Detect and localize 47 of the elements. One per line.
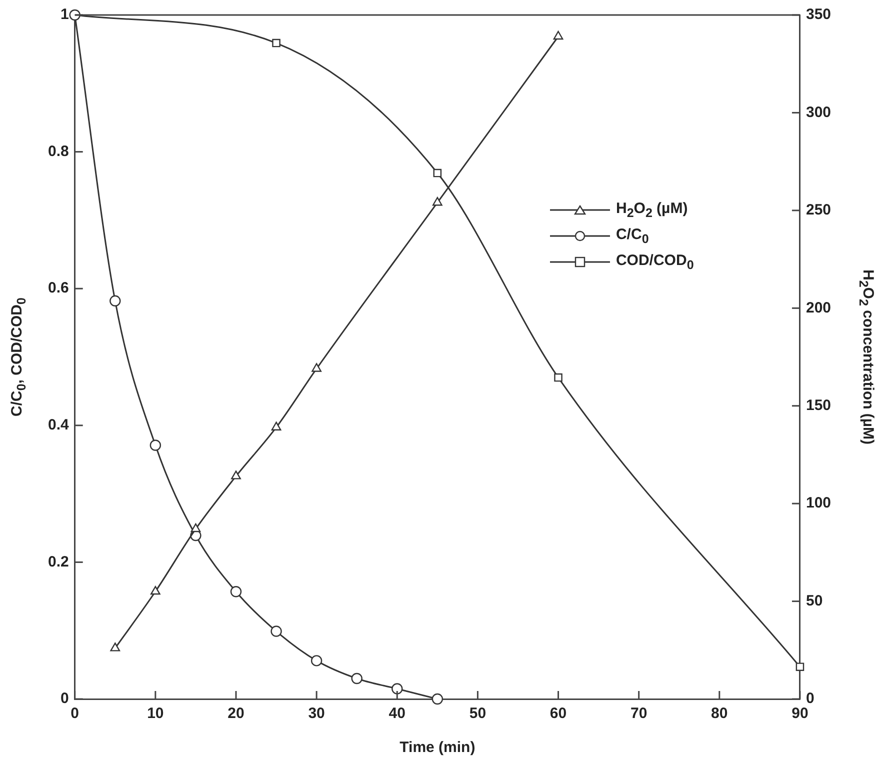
point bbox=[554, 373, 562, 382]
point bbox=[270, 626, 282, 637]
point bbox=[150, 586, 160, 595]
point bbox=[432, 693, 444, 705]
point bbox=[231, 470, 241, 480]
point bbox=[190, 523, 201, 532]
point bbox=[433, 168, 442, 178]
point bbox=[351, 672, 362, 684]
x-tick-label: 90 bbox=[792, 705, 808, 722]
y2-tick-label: 0 bbox=[806, 690, 814, 708]
y2-tick-label: 350 bbox=[806, 6, 832, 24]
point bbox=[796, 662, 804, 671]
point bbox=[432, 197, 442, 206]
y-tick-label: 0.4 bbox=[48, 416, 70, 434]
x-axis-title: Time (min) bbox=[400, 739, 476, 756]
y-tick-label: 1 bbox=[60, 6, 69, 24]
y-tick-label: 0.6 bbox=[48, 280, 69, 297]
y2-tick-label: 200 bbox=[806, 299, 832, 316]
x-tick-label: 40 bbox=[388, 705, 406, 722]
y-tick-label: 0.2 bbox=[48, 553, 69, 570]
point bbox=[310, 655, 322, 666]
point bbox=[312, 363, 322, 372]
y2-tick-label: 300 bbox=[806, 104, 832, 121]
x-tick-label: 70 bbox=[630, 705, 648, 722]
legend-label: C/C$_{0}$ bbox=[616, 226, 649, 246]
point bbox=[553, 30, 564, 40]
x-tick-label: 60 bbox=[550, 705, 567, 722]
legend-label: COD/COD$_{0}$ bbox=[616, 252, 694, 272]
point bbox=[110, 642, 120, 652]
point bbox=[150, 440, 162, 451]
x-tick-label: 10 bbox=[147, 705, 164, 722]
x-tick-label: 20 bbox=[228, 705, 244, 722]
y2-tick-label: 100 bbox=[806, 494, 832, 512]
x-tick-label: 80 bbox=[711, 705, 728, 722]
point bbox=[271, 422, 282, 430]
y2-tick-label: 50 bbox=[806, 592, 823, 610]
y2-tick-label: 150 bbox=[806, 397, 832, 414]
y2-tick-label: 250 bbox=[806, 202, 832, 219]
point bbox=[392, 683, 403, 694]
point bbox=[110, 295, 121, 307]
y-tick-label: 0 bbox=[60, 690, 69, 708]
point bbox=[272, 38, 280, 48]
point bbox=[230, 586, 242, 598]
x-tick-label: 30 bbox=[308, 705, 325, 722]
x-tick-label: 50 bbox=[469, 705, 486, 722]
y-tick-label: 0.8 bbox=[48, 142, 69, 160]
legend-label: H$_{2}$O$_{2}$ (µM) bbox=[616, 200, 688, 220]
